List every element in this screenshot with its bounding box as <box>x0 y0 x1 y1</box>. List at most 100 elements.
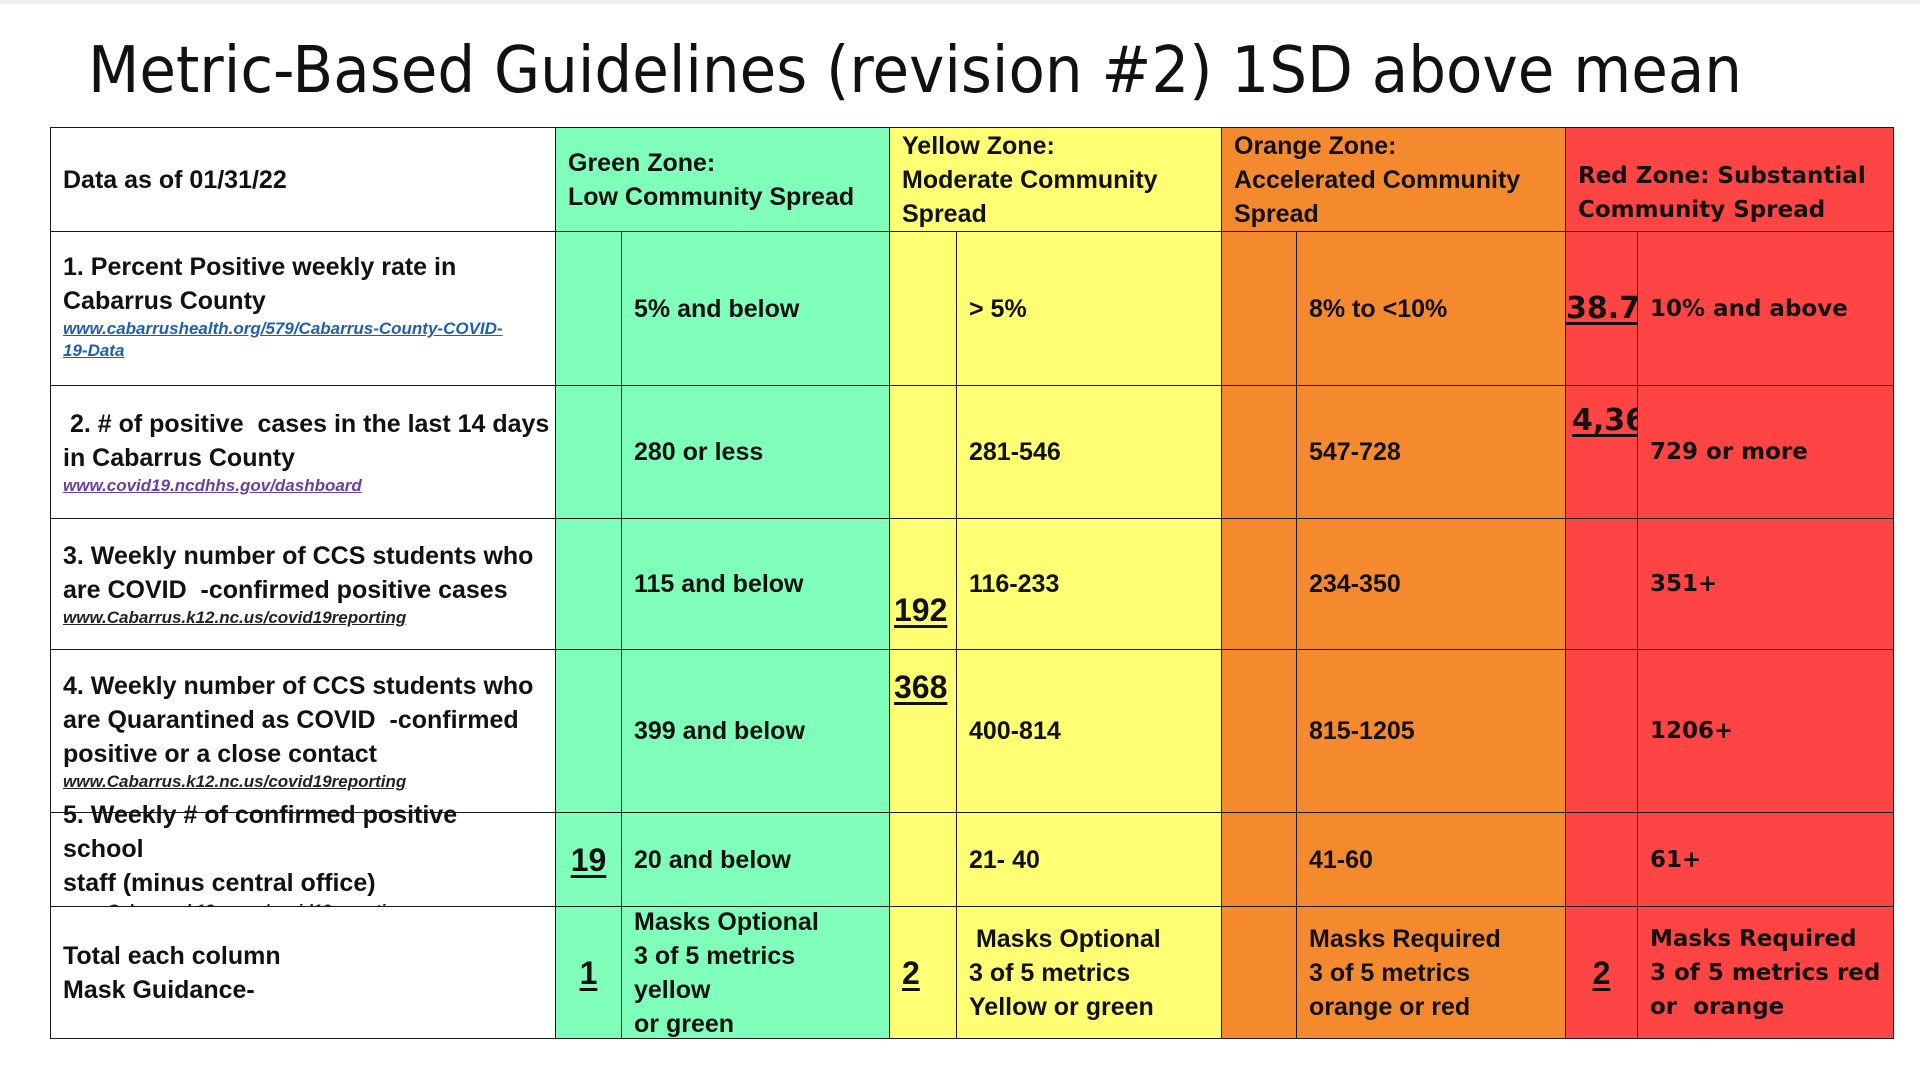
threshold-text: 400-814 <box>969 717 1061 745</box>
metric-label-line: positive or a close contact <box>63 740 377 768</box>
yellow-value-cell <box>889 231 957 386</box>
zone-title: Green Zone: <box>568 148 716 177</box>
guidance-line: or orange <box>1650 993 1785 1020</box>
total-count: 1 <box>579 954 598 991</box>
metric-label-line: are Quarantined as COVID -confirmed <box>63 706 519 734</box>
yellow-threshold-cell: 281-546 <box>956 385 1222 519</box>
orange-threshold-cell: 234-350 <box>1296 518 1566 650</box>
guidance-line: 3 of 5 metrics yellow <box>634 941 796 1004</box>
metric-row-1-label: 1. Percent Positive weekly rate in Cabar… <box>50 231 556 386</box>
yellow-value-cell <box>889 812 957 907</box>
page-title: Metric-Based Guidelines (revision #2) 1S… <box>88 34 1743 108</box>
green-guidance-cell: Masks Optional 3 of 5 metrics yellow or … <box>621 906 890 1039</box>
green-value-cell <box>555 649 622 813</box>
green-threshold-cell: 5% and below <box>621 231 890 386</box>
green-threshold-cell: 115 and below <box>621 518 890 650</box>
yellow-threshold-cell: 116-233 <box>956 518 1222 650</box>
guidance-line: 3 of 5 metrics red <box>1650 959 1881 986</box>
source-link[interactable]: 19-Data <box>63 341 125 360</box>
metric-label-line: are COVID -confirmed positive cases <box>63 576 508 604</box>
yellow-guidance-cell: Masks Optional 3 of 5 metrics Yellow or … <box>956 906 1222 1039</box>
green-value-cell <box>555 231 622 386</box>
mask-guidance-label: Mask Guidance- <box>63 975 255 1004</box>
red-value-cell: 38.7 <box>1565 231 1640 386</box>
current-value: 4,361 <box>1572 403 1667 438</box>
data-as-of-header: Data as of 01/31/22 <box>50 127 556 232</box>
current-value: 19 <box>570 841 607 878</box>
zone-subtitle: Low Community Spread <box>568 182 855 211</box>
metric-label-line: 2. # of positive cases in the last 14 da… <box>63 410 550 438</box>
orange-total-cell <box>1221 906 1297 1039</box>
totals-label-line: Total each column <box>63 941 281 970</box>
green-threshold-cell: 399 and below <box>621 649 890 813</box>
metric-label-line: Cabarrus County <box>63 287 266 315</box>
threshold-text: 729 or more <box>1650 439 1808 465</box>
orange-guidance-cell: Masks Required 3 of 5 metrics orange or … <box>1296 906 1566 1039</box>
guidance-line: orange or red <box>1309 992 1471 1021</box>
totals-label: Total each column Mask Guidance- <box>50 906 556 1039</box>
orange-value-cell <box>1221 385 1297 519</box>
data-as-of-label: Data as of 01/31/22 <box>63 165 287 194</box>
threshold-text: 8% to <10% <box>1309 294 1448 323</box>
metric-row-3-label: 3. Weekly number of CCS students who are… <box>50 518 556 650</box>
green-value-cell: 19 <box>555 812 622 907</box>
total-count: 2 <box>902 954 920 991</box>
green-zone-header: Green Zone: Low Community Spread <box>555 127 890 232</box>
zone-subtitle: Moderate Community <box>902 165 1158 194</box>
yellow-value-cell: 368 <box>889 649 957 813</box>
threshold-text: 5% and below <box>634 294 800 323</box>
orange-value-cell <box>1221 231 1297 386</box>
metric-label-line: 4. Weekly number of CCS students who <box>63 672 534 700</box>
metric-label-line: staff (minus central office) <box>63 868 376 897</box>
yellow-threshold-cell: 21- 40 <box>956 812 1222 907</box>
red-value-cell: 4,361 <box>1565 385 1667 519</box>
red-value-cell <box>1565 649 1638 813</box>
red-value-cell <box>1565 518 1638 650</box>
red-threshold-cell: 729 or more <box>1637 385 1894 519</box>
guidance-line: 3 of 5 metrics <box>1309 958 1471 987</box>
orange-threshold-cell: 815-1205 <box>1296 649 1566 813</box>
red-threshold-cell: 61+ <box>1637 812 1894 907</box>
red-threshold-cell: 351+ <box>1637 518 1894 650</box>
guidance-line: 3 of 5 metrics <box>969 958 1131 987</box>
metric-label-line: in Cabarrus County <box>63 444 295 472</box>
orange-threshold-cell: 41-60 <box>1296 812 1566 907</box>
threshold-text: 116-233 <box>969 570 1060 598</box>
orange-value-cell <box>1221 812 1297 907</box>
red-zone-header: Red Zone: Substantial Community Spread <box>1565 127 1894 232</box>
threshold-text: 280 or less <box>634 438 764 466</box>
threshold-text: 21- 40 <box>969 845 1040 874</box>
source-link[interactable]: www.cabarrushealth.org/579/Cabarrus-Coun… <box>63 319 503 338</box>
red-total-cell: 2 <box>1565 906 1638 1039</box>
metric-row-4-label: 4. Weekly number of CCS students who are… <box>50 649 556 813</box>
red-guidance-cell: Masks Required 3 of 5 metrics red or ora… <box>1637 906 1894 1039</box>
guidance-line: Masks Optional <box>969 924 1161 953</box>
yellow-value-cell <box>889 385 957 519</box>
threshold-text: 1206+ <box>1650 718 1734 744</box>
zone-title: Yellow Zone: <box>902 131 1055 160</box>
total-count: 2 <box>1592 954 1611 991</box>
source-link[interactable]: www.covid19.ncdhhs.gov/dashboard <box>63 476 362 495</box>
green-total-cell: 1 <box>555 906 622 1039</box>
guidance-line: or green <box>634 1009 735 1038</box>
yellow-zone-header: Yellow Zone: Moderate Community Spread <box>889 127 1222 232</box>
metric-label-line: 1. Percent Positive weekly rate in <box>63 253 457 281</box>
current-value: 368 <box>894 669 948 705</box>
threshold-text: 234-350 <box>1309 570 1401 598</box>
guidance-line: Masks Required <box>1309 924 1501 953</box>
metric-label-line: 3. Weekly number of CCS students who <box>63 542 534 570</box>
source-link[interactable]: www.Cabarrus.k12.nc.us/covid19reporting <box>63 772 407 791</box>
zone-subtitle: Spread <box>902 199 987 228</box>
metric-row-5-label: 5. Weekly # of confirmed positive school… <box>50 801 556 920</box>
source-link[interactable]: www.Cabarrus.k12.nc.us/covid19reporting <box>63 608 407 627</box>
yellow-total-cell: 2 <box>889 906 957 1039</box>
threshold-text: > 5% <box>969 294 1027 323</box>
zone-title: Red Zone: Substantial <box>1578 162 1866 189</box>
orange-value-cell <box>1221 518 1297 650</box>
threshold-text: 115 and below <box>634 570 804 598</box>
orange-threshold-cell: 8% to <10% <box>1296 231 1566 386</box>
threshold-text: 399 and below <box>634 717 805 745</box>
guidance-line: Masks Required <box>1650 925 1857 952</box>
guidance-line: Yellow or green <box>969 992 1154 1021</box>
